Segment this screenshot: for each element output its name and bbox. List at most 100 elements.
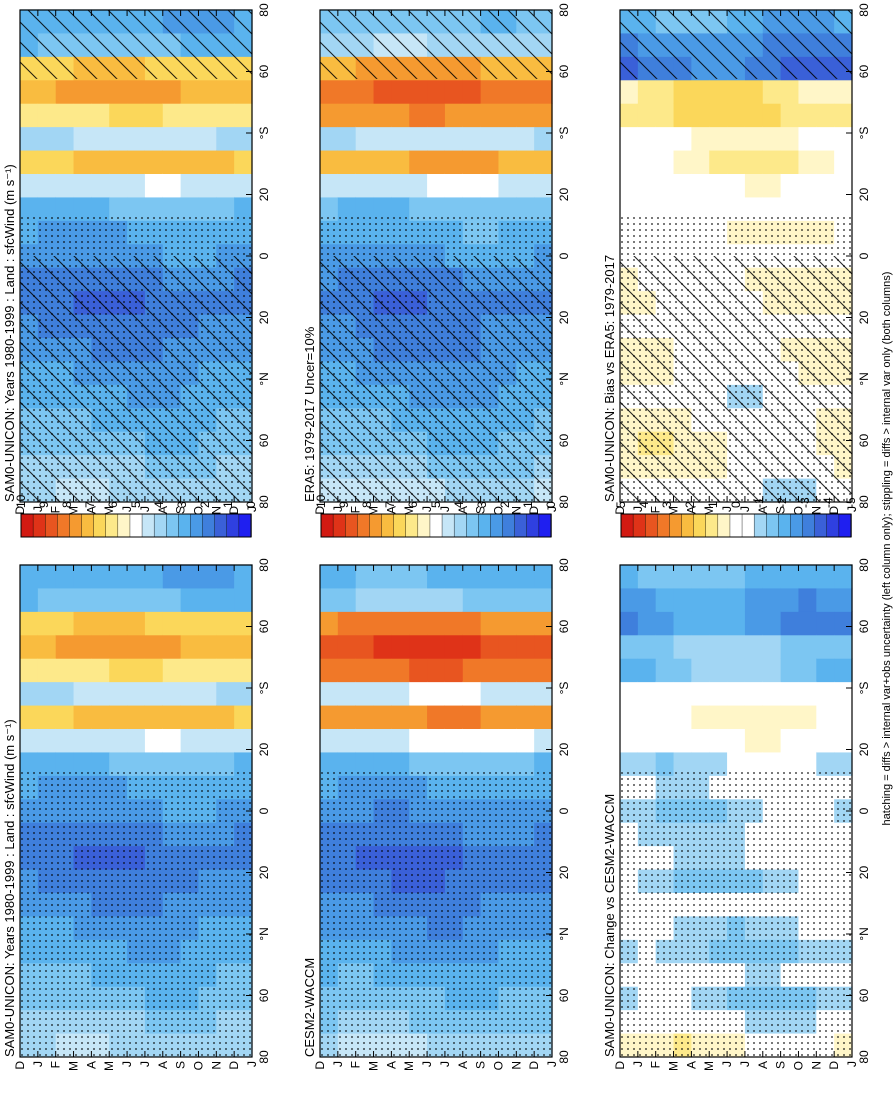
heatmap-cell (180, 728, 200, 753)
colorbar-swatch (490, 513, 504, 538)
heatmap-cell (516, 149, 535, 174)
month-tick-label: N (809, 506, 823, 515)
month-tick-label: J (631, 506, 645, 512)
heatmap-cell (462, 149, 482, 174)
heatmap-cell (762, 751, 782, 776)
month-tick-label: D (613, 506, 627, 515)
colorbar-swatch (202, 513, 216, 538)
heatmap-cell (127, 634, 146, 659)
heatmap-cell (691, 79, 710, 104)
heatmap-cell (816, 728, 835, 753)
heatmap-cell (180, 587, 200, 612)
heatmap-cell (709, 103, 728, 128)
colorbar-swatch (345, 513, 359, 538)
month-tick-label: M (667, 506, 681, 516)
lat-tick-label: 80 (857, 1050, 871, 1064)
heatmap-cell (798, 196, 817, 221)
lat-tick-label: 60 (857, 65, 871, 79)
heatmap-cell (127, 611, 146, 636)
month-tick-label: D (13, 1061, 27, 1070)
colorbar-swatch (681, 513, 695, 538)
lat-tick-label: 80 (257, 1050, 271, 1064)
heatmap-cell (20, 751, 39, 776)
heatmap-cell (373, 196, 392, 221)
heatmap-cell (391, 751, 410, 776)
heatmap-cell (798, 704, 817, 729)
month-tick-label: J (845, 1061, 859, 1067)
colorbar-swatch (502, 513, 516, 538)
heatmap-cell (516, 681, 535, 706)
heatmap-cell (73, 704, 92, 729)
heatmap-cell (691, 728, 710, 753)
heatmap-cell (816, 103, 835, 128)
heatmap-cell (780, 728, 800, 753)
heatmap-cell (234, 149, 253, 174)
heatmap-cell (834, 681, 853, 706)
heatmap-cell (727, 587, 746, 612)
heatmap-cell (144, 149, 164, 174)
heatmap-cell (216, 79, 235, 104)
heatmap-cell (162, 681, 182, 706)
hatching-overlay (620, 256, 852, 502)
heatmap-cell (498, 564, 517, 589)
heatmap-cell (427, 634, 446, 659)
heatmap-cell (534, 149, 553, 174)
month-tick-label: F (349, 506, 363, 513)
heatmap-cell (744, 681, 764, 706)
footnote-text: hatching = diffs > internal var+obs unce… (881, 272, 893, 826)
heatmap-cell (337, 704, 357, 729)
heatmap-cell (391, 587, 410, 612)
month-tick-label: O (191, 1061, 205, 1070)
heatmap-cell (198, 681, 217, 706)
heatmap-cell (37, 103, 57, 128)
lat-tick-label: °N (857, 372, 871, 385)
heatmap-cell (427, 103, 446, 128)
lat-tick-label: 60 (257, 620, 271, 634)
heatmap-cell (320, 149, 339, 174)
heatmap-cell (355, 103, 375, 128)
lat-tick-label: 60 (857, 620, 871, 634)
heatmap-cell (637, 564, 657, 589)
heatmap-cell (480, 149, 500, 174)
colorbar-swatch (93, 513, 107, 538)
heatmap-cell (709, 751, 728, 776)
heatmap-cell (498, 611, 517, 636)
heatmap-cell (480, 634, 500, 659)
heatmap-cell (37, 634, 57, 659)
heatmap-cell (427, 728, 446, 753)
heatmap-cell (162, 587, 182, 612)
heatmap-cell (73, 126, 92, 151)
heatmap-cell (216, 196, 235, 221)
month-tick-label: F (49, 506, 63, 513)
heatmap-cell (655, 704, 675, 729)
heatmap-cell (216, 728, 235, 753)
heatmap-cell (198, 658, 217, 683)
heatmap-cell (427, 587, 446, 612)
month-tick-label: A (456, 1061, 470, 1069)
heatmap-cell (91, 704, 110, 729)
heatmap-cell (55, 587, 75, 612)
heatmap-cell (444, 728, 464, 753)
lat-tick-label: 80 (557, 3, 571, 17)
heatmap-cell (480, 704, 500, 729)
month-tick-label: S (774, 506, 788, 514)
heatmap-cell (655, 564, 675, 589)
stippling-overlay (20, 771, 252, 1057)
colorbar-tick-label: 9 (37, 501, 51, 508)
heatmap-cell (691, 704, 710, 729)
lat-tick-label: 60 (557, 989, 571, 1003)
heatmap-cell (144, 103, 164, 128)
heatmap-cell (727, 564, 746, 589)
heatmap-cell (727, 149, 746, 174)
lat-tick-label: °S (857, 127, 871, 140)
colorbar-swatch (645, 513, 659, 538)
colorbar-tick-label: 10 (314, 494, 328, 508)
panel-title: SAM0-UNICON: Years 1980-1999 : Land : sf… (2, 164, 17, 502)
month-tick-label: D (527, 506, 541, 515)
heatmap-cell (73, 728, 92, 753)
lat-tick-label: °S (557, 127, 571, 140)
stippling-overlay (320, 771, 552, 1057)
heatmap-cell (798, 564, 817, 589)
month-tick-label: N (809, 1061, 823, 1070)
heatmap-cell (198, 564, 217, 589)
